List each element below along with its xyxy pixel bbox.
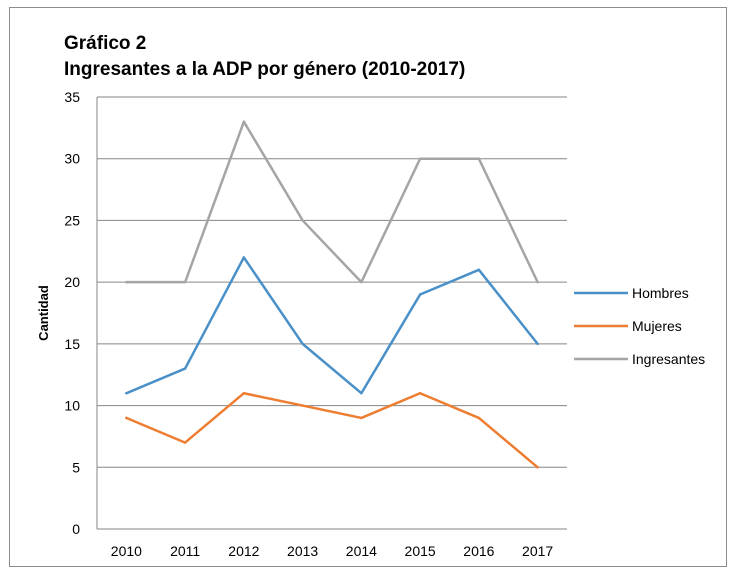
y-tick-label: 0	[72, 521, 80, 537]
data-point	[360, 392, 363, 395]
data-point	[301, 219, 304, 222]
data-point	[125, 280, 128, 284]
x-tick-label: 2015	[405, 543, 436, 559]
y-tick-label: 5	[72, 459, 80, 475]
x-tick-label: 2014	[346, 543, 377, 559]
legend-label: Mujeres	[632, 318, 682, 334]
series-line-ingresantes	[125, 120, 539, 284]
y-tick-label: 10	[64, 398, 80, 414]
data-point	[242, 120, 246, 123]
data-point	[125, 392, 128, 395]
y-tick-label: 30	[64, 151, 80, 167]
data-point	[536, 342, 539, 346]
data-point	[301, 404, 304, 407]
data-point	[301, 342, 304, 346]
data-point	[242, 392, 246, 395]
chart-frame	[9, 7, 727, 567]
data-point	[360, 280, 363, 284]
y-tick-label: 25	[64, 212, 80, 228]
x-tick-label: 2016	[463, 543, 494, 559]
data-point	[418, 157, 422, 160]
data-point	[183, 441, 187, 444]
series-line-hombres	[125, 256, 539, 395]
x-tick-label: 2017	[522, 543, 553, 559]
data-point	[183, 367, 187, 370]
chart-subtitle: Ingresantes a la ADP por género (2010-20…	[64, 59, 466, 80]
series-line-mujeres	[125, 391, 539, 469]
data-point	[418, 392, 422, 395]
data-point	[477, 416, 481, 420]
legend-label: Hombres	[632, 285, 689, 301]
data-point	[418, 293, 422, 296]
y-axis-label: Cantidad	[36, 285, 51, 341]
data-point	[477, 268, 481, 271]
data-point	[536, 280, 539, 284]
y-tick-label: 20	[64, 274, 80, 290]
data-point	[125, 416, 128, 420]
data-point	[536, 466, 539, 469]
legend-label: Ingresantes	[632, 351, 705, 367]
data-point	[242, 256, 246, 259]
data-point	[477, 157, 481, 160]
data-point	[183, 280, 187, 284]
chart-title: Gráfico 2	[64, 33, 147, 54]
x-tick-label: 2012	[228, 543, 259, 559]
data-point	[360, 416, 363, 420]
y-tick-label: 15	[64, 336, 80, 352]
x-tick-label: 2010	[111, 543, 142, 559]
y-tick-label: 35	[64, 89, 80, 105]
x-tick-label: 2013	[287, 543, 318, 559]
x-tick-label: 2011	[170, 543, 200, 559]
